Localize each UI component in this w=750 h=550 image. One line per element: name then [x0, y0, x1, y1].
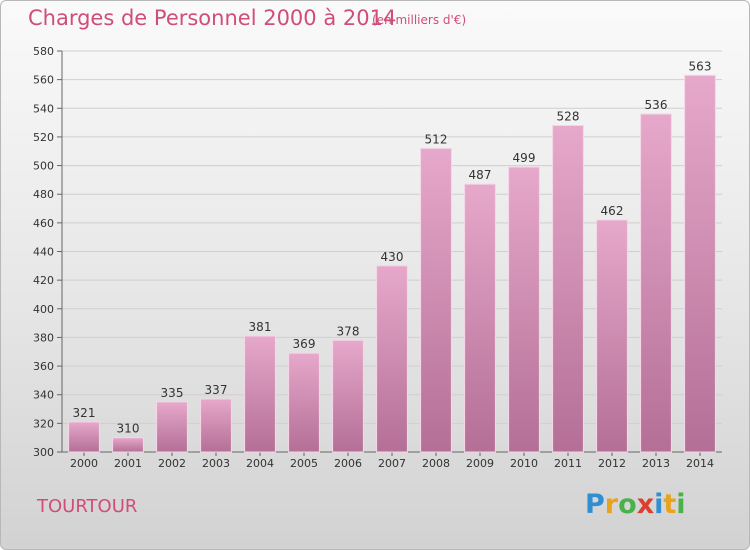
bar-value-label: 337: [205, 383, 228, 397]
bar-value-label: 378: [337, 324, 360, 338]
y-tick-label: 300: [33, 446, 54, 459]
chart-subtitle: (en milliers d'€): [372, 13, 467, 27]
bar-value-label: 321: [73, 406, 96, 420]
x-tick-label: 2011: [554, 457, 582, 470]
x-tick-label: 2014: [686, 457, 714, 470]
y-tick-label: 460: [33, 217, 54, 230]
city-name: TOURTOUR: [37, 496, 138, 517]
x-tick-label: 2004: [246, 457, 274, 470]
x-tick-label: 2008: [422, 457, 450, 470]
y-tick-label: 360: [33, 360, 54, 373]
bar-value-label: 512: [425, 132, 448, 146]
y-tick-label: 540: [33, 102, 54, 115]
bar-value-label: 369: [293, 337, 316, 351]
value-labels: 321 310 335 337 381 369 378 430 512 487 499 528 462 5…: [73, 59, 712, 435]
y-tick-label: 420: [33, 274, 54, 287]
y-tick-label: 520: [33, 131, 54, 144]
bars: [68, 74, 716, 453]
bar-value-label: 528: [557, 109, 580, 123]
x-tick-label: 2009: [466, 457, 494, 470]
y-tick-label: 340: [33, 389, 54, 402]
x-tick-label: 2002: [158, 457, 186, 470]
bar: [596, 219, 628, 453]
x-tick-label: 2012: [598, 457, 626, 470]
bar: [112, 437, 144, 453]
y-tick-label: 320: [33, 417, 54, 430]
bar: [552, 124, 584, 453]
x-tick-label: 2001: [114, 457, 142, 470]
bar-value-label: 430: [381, 250, 404, 264]
y-tick-label: 480: [33, 188, 54, 201]
bar-value-label: 462: [601, 204, 624, 218]
bar-value-label: 563: [689, 59, 712, 73]
logo-letter: o: [618, 489, 637, 520]
y-tick-label: 500: [33, 160, 54, 173]
bar: [508, 166, 540, 453]
logo-letter: i: [676, 489, 686, 520]
logo-letter: r: [604, 489, 619, 520]
x-tick-label: 2010: [510, 457, 538, 470]
bar: [376, 265, 408, 453]
x-tick-label: 2007: [378, 457, 406, 470]
x-tick-labels: 2000 2001 2002 2003 2004 2005 2006 2007 2008 2009…: [70, 457, 714, 470]
logo-letter: t: [663, 489, 677, 520]
chart-title: Charges de Personnel 2000 à 2014: [28, 6, 397, 30]
bar-value-label: 381: [249, 320, 272, 334]
x-tick-label: 2003: [202, 457, 230, 470]
bar: [244, 335, 276, 453]
bar: [200, 398, 232, 453]
y-tick-label: 440: [33, 246, 54, 259]
bar: [156, 401, 188, 453]
x-tick-label: 2013: [642, 457, 670, 470]
bar: [332, 339, 364, 453]
proxiti-logo: Proxiti: [585, 489, 686, 520]
y-tick-label: 400: [33, 303, 54, 316]
bar-value-label: 487: [469, 168, 492, 182]
y-tick-label: 560: [33, 74, 54, 87]
y-tick-labels: 300 320 340 360 380 400 420 440 460 480 500 520 540 5…: [33, 45, 54, 459]
logo-letter: x: [636, 489, 655, 520]
bar: [640, 113, 672, 453]
y-tick-label: 380: [33, 331, 54, 344]
x-tick-label: 2000: [70, 457, 98, 470]
bar: [684, 74, 716, 453]
bar-value-label: 335: [161, 386, 184, 400]
x-tick-label: 2005: [290, 457, 318, 470]
bar-value-label: 499: [513, 151, 536, 165]
bar: [288, 352, 320, 453]
x-tick-label: 2006: [334, 457, 362, 470]
bar-value-label: 310: [117, 422, 140, 436]
bar: [68, 421, 100, 453]
logo-letter: P: [585, 489, 605, 520]
logo-letter: i: [654, 489, 664, 520]
bar-value-label: 536: [645, 98, 668, 112]
bar: [420, 147, 452, 453]
bar: [464, 183, 496, 453]
y-tick-label: 580: [33, 45, 54, 58]
